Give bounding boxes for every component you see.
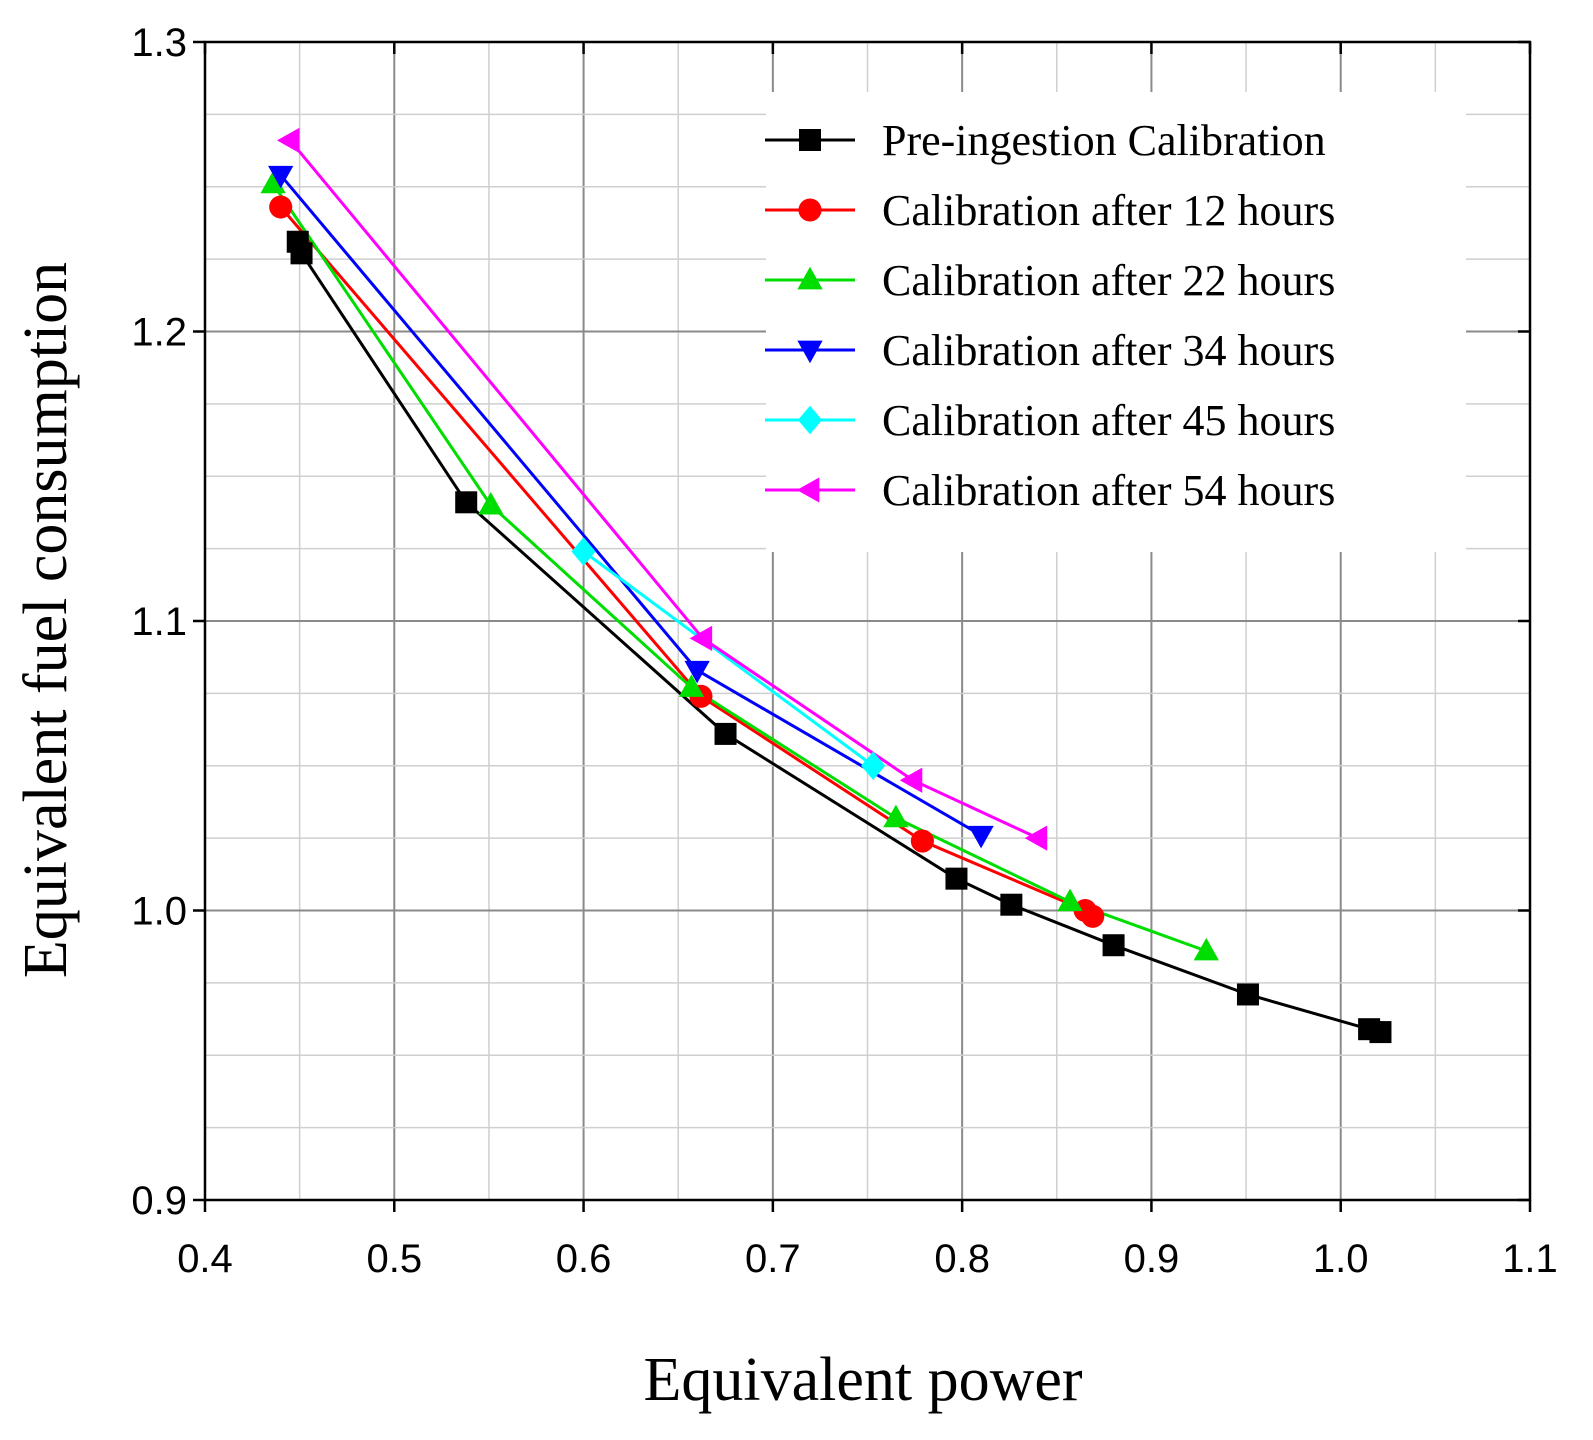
data-point-series-1 [1102, 934, 1125, 957]
legend: Pre-ingestion Calibration Calibration aft… [765, 92, 1466, 552]
x-tick-label: 0.7 [745, 1237, 801, 1281]
data-point-series-2 [1081, 904, 1105, 928]
x-tick-label: 0.4 [177, 1237, 233, 1281]
y-tick-label: 0.9 [131, 1179, 187, 1223]
data-point-series-4 [968, 825, 994, 849]
data-point-series-3 [260, 170, 286, 194]
y-tick-label: 1.2 [131, 311, 187, 355]
x-tick-label: 0.6 [556, 1237, 612, 1281]
data-point-series-6 [276, 127, 300, 154]
legend-marker-3 [797, 266, 823, 290]
x-tick-label: 0.8 [934, 1237, 990, 1281]
data-point-series-1 [714, 722, 737, 745]
y-axis-title: Equivalent fuel consumption [12, 262, 80, 978]
legend-label-6: Calibration after 54 hours [882, 466, 1335, 515]
y-tick-label: 1.3 [131, 21, 187, 65]
legend-label-4: Calibration after 34 hours [882, 326, 1335, 375]
data-point-series-4 [268, 165, 294, 189]
data-point-series-3 [1057, 888, 1083, 912]
data-point-series-3 [478, 492, 504, 515]
legend-marker-1 [799, 129, 821, 151]
ticks [193, 40, 1532, 1212]
data-point-series-4 [684, 660, 710, 684]
data-point-series-2 [910, 829, 934, 853]
data-point-series-3 [883, 804, 909, 828]
tick-labels: 0.4 0.5 0.6 0.7 0.8 0.9 1.0 1.1 0.9 1.0 1.1 1.2 1.3 [131, 21, 1557, 1281]
data-point-series-3 [1193, 937, 1219, 961]
series-line-1 [296, 241, 1381, 1034]
series-markers [260, 127, 1392, 1044]
y-tick-label: 1.1 [131, 600, 187, 644]
x-tick-label: 0.9 [1124, 1237, 1180, 1281]
legend-label-3: Calibration after 22 hours [882, 256, 1335, 305]
data-point-series-6 [1024, 825, 1048, 851]
legend-box [766, 92, 1466, 552]
data-point-series-1 [1369, 1021, 1392, 1044]
data-point-series-6 [899, 767, 923, 793]
series-line-5 [582, 550, 875, 768]
x-tick-label: 1.0 [1313, 1237, 1369, 1281]
legend-marker-2 [798, 198, 822, 222]
x-tick-label: 1.1 [1502, 1237, 1558, 1281]
data-point-series-1 [1236, 983, 1259, 1006]
y-tick-label: 1.0 [131, 890, 187, 934]
data-point-series-1 [1000, 893, 1023, 916]
data-point-series-3 [678, 674, 705, 697]
data-point-series-5 [571, 537, 596, 566]
data-point-series-2 [269, 195, 293, 219]
legend-label-2: Calibration after 12 hours [882, 186, 1335, 235]
data-point-series-6 [689, 625, 713, 652]
data-point-series-1 [945, 867, 968, 890]
data-point-series-5 [861, 751, 886, 781]
x-tick-label: 0.5 [366, 1237, 422, 1281]
legend-marker-5 [797, 405, 823, 435]
legend-label-1: Pre-ingestion Calibration [882, 116, 1326, 165]
data-point-series-1 [290, 242, 313, 265]
x-axis-title: Equivalent power [643, 1346, 1082, 1414]
series-line-6 [289, 139, 1039, 840]
legend-marker-6 [796, 477, 820, 503]
data-point-series-1 [455, 491, 478, 514]
legend-label-5: Calibration after 45 hours [882, 396, 1335, 445]
legend-marker-4 [797, 340, 823, 364]
